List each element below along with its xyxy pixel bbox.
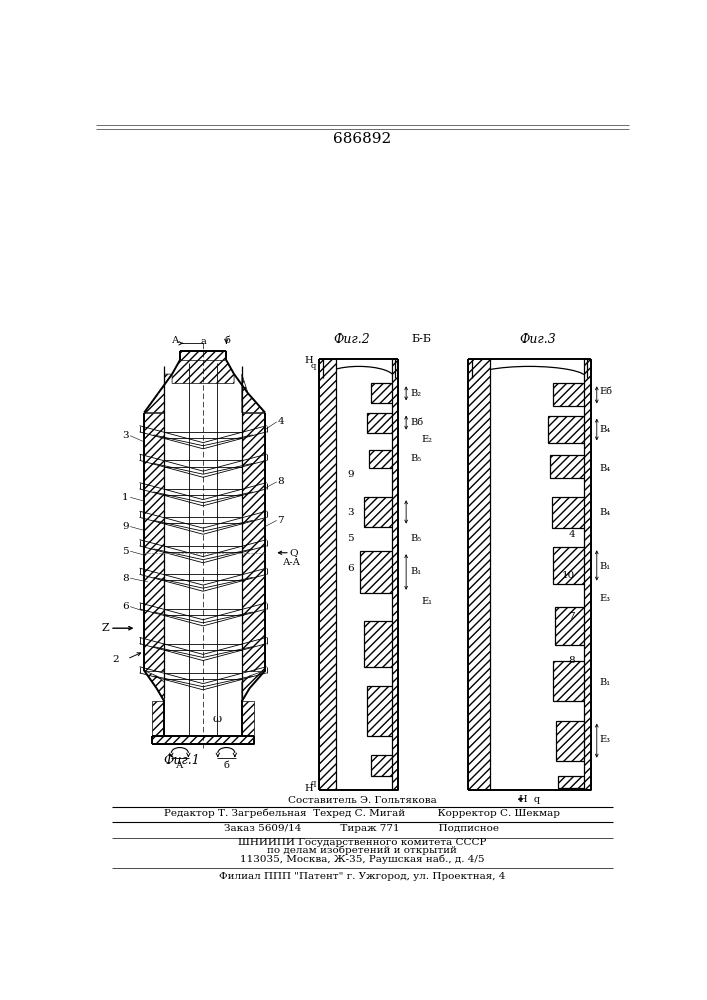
Text: H: H xyxy=(305,356,313,365)
Text: 686892: 686892 xyxy=(333,132,391,146)
Polygon shape xyxy=(152,701,164,736)
Text: Z: Z xyxy=(102,623,110,633)
Text: ω: ω xyxy=(213,714,221,724)
Bar xyxy=(371,383,392,403)
Text: E₁: E₁ xyxy=(421,597,433,606)
Text: 1: 1 xyxy=(122,493,129,502)
Text: 3: 3 xyxy=(347,508,354,517)
Bar xyxy=(368,413,392,433)
Text: Филиал ППП "Патент" г. Ужгород, ул. Проектная, 4: Филиал ППП "Патент" г. Ужгород, ул. Прое… xyxy=(218,872,505,881)
Text: а: а xyxy=(200,337,206,346)
Bar xyxy=(552,497,585,528)
Text: Составитель Э. Гольтякова: Составитель Э. Гольтякова xyxy=(288,796,436,805)
Text: А: А xyxy=(176,761,184,770)
Text: 8: 8 xyxy=(277,477,284,486)
Text: B₅: B₅ xyxy=(410,534,421,543)
Text: 9: 9 xyxy=(122,522,129,531)
Bar xyxy=(585,359,590,790)
Text: B₁: B₁ xyxy=(410,567,421,576)
Text: 9: 9 xyxy=(347,470,354,479)
Text: Q: Q xyxy=(289,548,298,557)
Bar xyxy=(550,455,585,478)
Text: B₁: B₁ xyxy=(600,562,611,571)
Text: 5: 5 xyxy=(122,547,129,556)
Text: B₄: B₄ xyxy=(600,425,611,434)
Bar xyxy=(363,497,392,527)
Text: А-А: А-А xyxy=(282,558,300,567)
Text: 4: 4 xyxy=(568,530,575,539)
Polygon shape xyxy=(242,413,265,671)
Text: H  q: H q xyxy=(519,795,540,804)
Polygon shape xyxy=(242,374,265,413)
Text: 3: 3 xyxy=(122,431,129,440)
Text: E₂: E₂ xyxy=(421,435,433,444)
Bar xyxy=(555,607,585,645)
Text: Фиг.2: Фиг.2 xyxy=(334,333,370,346)
Text: q: q xyxy=(311,779,316,787)
Polygon shape xyxy=(242,671,265,701)
Bar xyxy=(392,359,398,790)
Polygon shape xyxy=(144,413,164,671)
Text: Bб: Bб xyxy=(410,418,423,427)
Text: B₂: B₂ xyxy=(410,389,421,398)
Bar xyxy=(368,686,392,736)
Text: 7: 7 xyxy=(277,516,284,525)
Bar xyxy=(369,450,392,468)
Bar xyxy=(558,776,585,788)
Polygon shape xyxy=(242,701,255,736)
Bar xyxy=(468,359,490,790)
Bar xyxy=(554,547,585,584)
Text: Редактор Т. Загребельная  Техред С. Мигай          Корректор С. Шекмар: Редактор Т. Загребельная Техред С. Мигай… xyxy=(164,808,560,818)
Bar xyxy=(360,551,392,593)
Text: Б-Б: Б-Б xyxy=(411,334,432,344)
Bar xyxy=(320,359,337,790)
Text: 113035, Москва, Ж-35, Раушская наб., д. 4/5: 113035, Москва, Ж-35, Раушская наб., д. … xyxy=(240,854,484,864)
Text: Eб: Eб xyxy=(600,387,613,396)
Text: 5: 5 xyxy=(347,534,354,543)
Bar xyxy=(556,721,585,761)
Text: ШНИИПИ Государственного комитета СССР: ШНИИПИ Государственного комитета СССР xyxy=(238,838,486,847)
Polygon shape xyxy=(144,671,164,701)
Bar xyxy=(554,383,585,406)
Bar xyxy=(548,416,585,443)
Text: 8: 8 xyxy=(568,656,575,665)
Text: E₃: E₃ xyxy=(600,735,611,744)
Bar xyxy=(363,620,392,667)
Text: E₃: E₃ xyxy=(600,594,611,603)
Text: B₄: B₄ xyxy=(600,464,611,473)
Text: B₁: B₁ xyxy=(600,678,611,687)
Bar xyxy=(554,661,585,701)
Bar xyxy=(371,755,392,776)
Text: B₅: B₅ xyxy=(410,454,421,463)
Text: Заказ 5609/14            Тираж 771            Подписное: Заказ 5609/14 Тираж 771 Подписное xyxy=(224,824,499,833)
Polygon shape xyxy=(180,351,226,360)
Polygon shape xyxy=(144,374,172,413)
Text: 6: 6 xyxy=(347,564,354,573)
Text: А: А xyxy=(172,336,179,345)
Text: Фиг.1: Фиг.1 xyxy=(163,754,200,767)
Text: B₄: B₄ xyxy=(600,508,611,517)
Text: H: H xyxy=(305,784,313,793)
Polygon shape xyxy=(172,351,234,383)
Text: 8: 8 xyxy=(122,574,129,583)
Text: б: б xyxy=(223,761,229,770)
Text: Фиг.3: Фиг.3 xyxy=(520,333,556,346)
Text: б: б xyxy=(225,336,230,345)
Text: 4: 4 xyxy=(277,417,284,426)
Polygon shape xyxy=(152,736,255,744)
Text: 2: 2 xyxy=(112,654,119,664)
Text: 7: 7 xyxy=(568,612,575,621)
Text: 6: 6 xyxy=(122,602,129,611)
Text: 10: 10 xyxy=(562,571,575,580)
Text: q: q xyxy=(311,362,316,370)
Text: по делам изобретений и открытий: по делам изобретений и открытий xyxy=(267,845,457,855)
